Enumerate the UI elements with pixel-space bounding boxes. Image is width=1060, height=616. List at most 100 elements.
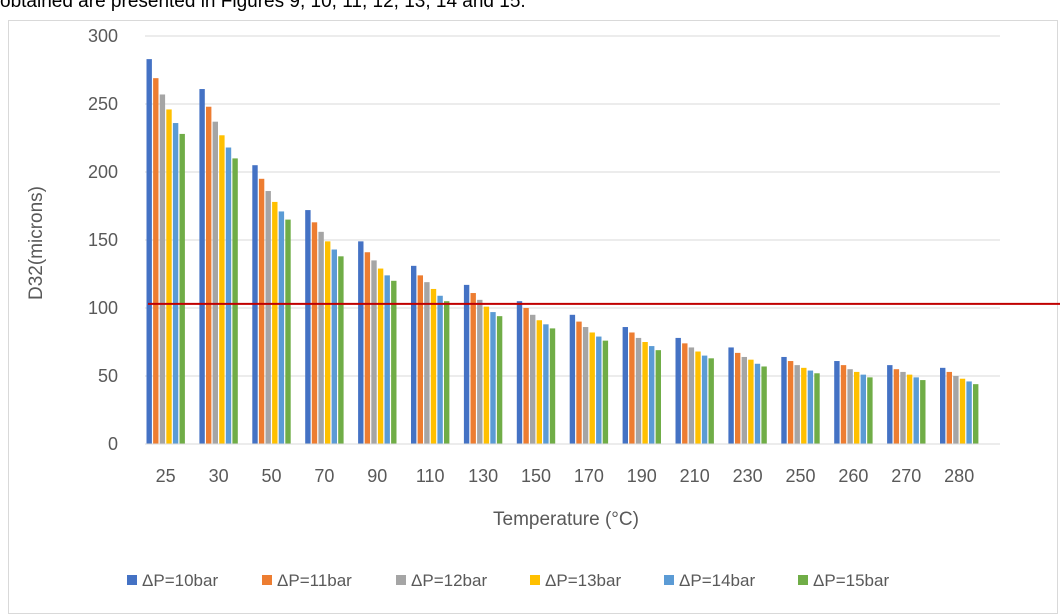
legend-swatch [396, 575, 406, 585]
bar [622, 327, 628, 444]
bar [258, 178, 265, 445]
top-text: obtained are presented in Figures 9, 10,… [0, 0, 526, 12]
legend-label: ΔP=13bar [545, 571, 621, 590]
bar [860, 374, 866, 444]
bar [172, 123, 179, 444]
bar [582, 327, 589, 444]
bar [635, 337, 642, 444]
bar [371, 260, 377, 444]
bar [847, 369, 853, 444]
bar [285, 219, 291, 444]
bar [543, 324, 549, 444]
bar [549, 328, 556, 444]
bar [834, 361, 840, 444]
bar [840, 365, 847, 444]
bar [754, 363, 761, 444]
x-tick-label: 190 [627, 466, 657, 486]
bar [953, 376, 959, 444]
bar [437, 295, 443, 444]
bar [695, 351, 701, 444]
bar [272, 201, 278, 444]
bar [728, 347, 734, 444]
legend-swatch [798, 575, 808, 585]
bar [708, 358, 714, 444]
bar [199, 89, 205, 444]
bar [946, 371, 952, 444]
bar [966, 381, 972, 444]
bar [569, 314, 576, 444]
bar [920, 380, 926, 444]
bar [596, 336, 602, 444]
bar [787, 361, 794, 444]
bar [364, 252, 371, 444]
tick-labels: 0 50 100 150 200 250 300 25 30 50 70 90 110 130 150 170… [88, 26, 974, 486]
bar [305, 210, 311, 444]
bar [589, 332, 595, 444]
legend-label: ΔP=14bar [679, 571, 755, 590]
x-tick-label: 230 [733, 466, 763, 486]
x-tick-label: 90 [367, 466, 387, 486]
x-tick-label: 280 [944, 466, 974, 486]
bar [265, 191, 271, 444]
bar [463, 284, 470, 444]
bar [225, 147, 232, 444]
x-tick-label: 270 [891, 466, 921, 486]
bar [940, 367, 946, 444]
bar [444, 301, 450, 444]
y-tick-label: 0 [108, 434, 118, 454]
bar [576, 321, 582, 444]
y-axis-title: D32(microns) [26, 186, 47, 300]
legend-swatch [262, 575, 272, 585]
bar [649, 346, 655, 444]
bar [807, 370, 814, 444]
legend-swatch [530, 575, 540, 585]
x-axis-title: Temperature (°C) [493, 509, 639, 530]
bar [523, 308, 529, 444]
x-tick-label: 70 [314, 466, 334, 486]
bar [146, 59, 152, 445]
bar [688, 347, 695, 444]
bar [748, 359, 754, 444]
bar [219, 135, 225, 444]
bar [311, 222, 318, 444]
bars [146, 59, 979, 445]
x-tick-label: 250 [785, 466, 815, 486]
bar [377, 268, 384, 444]
bar [232, 158, 238, 444]
bar [153, 78, 159, 444]
bar [959, 378, 966, 444]
x-tick-label: 210 [680, 466, 710, 486]
y-tick-label: 250 [88, 94, 118, 114]
bar [741, 356, 747, 444]
x-tick-label: 30 [209, 466, 229, 486]
bar [331, 249, 337, 444]
y-tick-label: 150 [88, 230, 118, 250]
bar [496, 316, 503, 444]
bar [781, 356, 787, 444]
bar [206, 106, 212, 444]
bar [801, 367, 807, 444]
y-tick-label: 200 [88, 162, 118, 182]
bar [338, 256, 344, 444]
bar [906, 374, 913, 444]
bar [655, 350, 661, 444]
bar [794, 365, 800, 444]
bar [159, 94, 166, 444]
legend-label: ΔP=11bar [277, 571, 352, 590]
x-tick-label: 170 [574, 466, 604, 486]
x-tick-label: 130 [468, 466, 498, 486]
bar [166, 109, 172, 444]
bar [913, 377, 919, 444]
bar [391, 280, 397, 444]
legend-swatch [664, 575, 674, 585]
x-tick-label: 50 [261, 466, 281, 486]
bar [384, 275, 390, 444]
bar [629, 332, 635, 444]
bar [887, 365, 893, 444]
bar [411, 265, 417, 444]
y-tick-label: 50 [98, 366, 118, 386]
y-tick-label: 300 [88, 26, 118, 46]
bar [536, 320, 542, 444]
bar [278, 211, 285, 444]
